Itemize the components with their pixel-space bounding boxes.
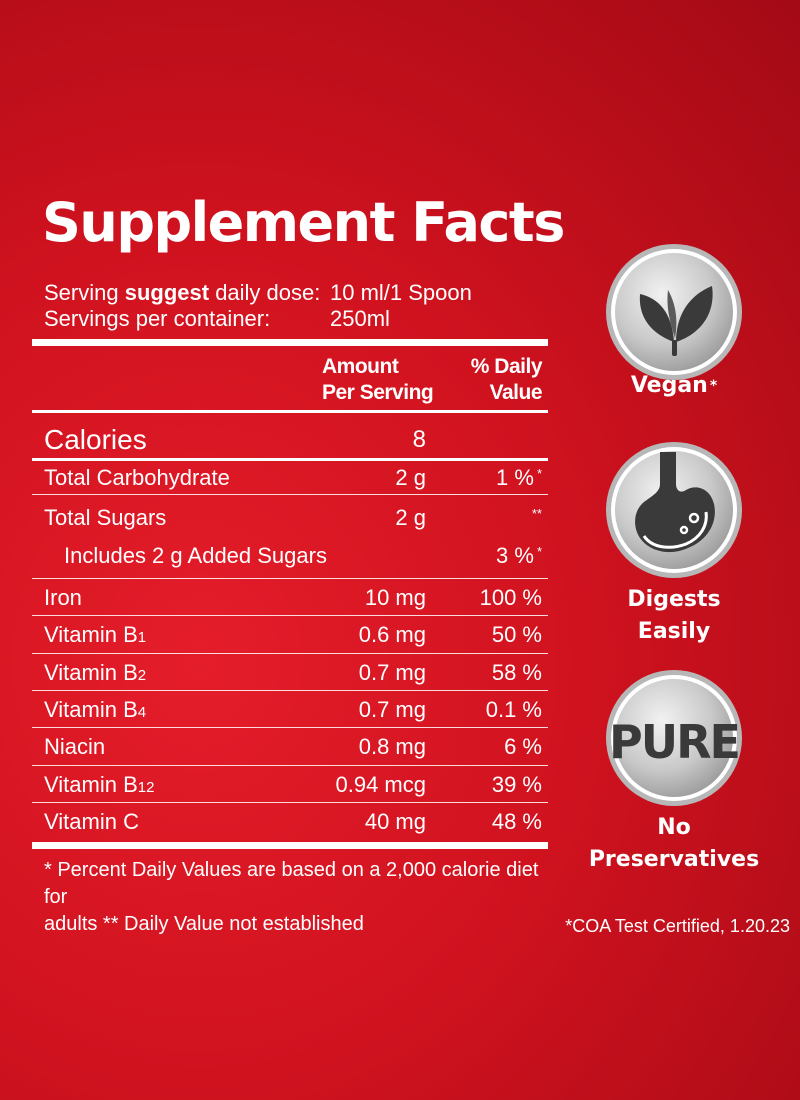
nutrient-amount: 0.7 mg [358, 697, 426, 722]
nutrient-amount: 0.8 mg [358, 734, 426, 759]
nutrient-name: Iron [44, 585, 82, 610]
nutrient-name: Includes 2 g Added Sugars [64, 543, 327, 568]
header-amount: Amount Per Serving [322, 355, 434, 404]
nutrient-name: Vitamin B1 [44, 622, 147, 647]
nutrient-row: Includes 2 g Added Sugars 3 % * [44, 538, 542, 574]
nutrient-daily-value: 48 % [491, 809, 542, 834]
nutrient-name: Vitamin C [44, 809, 139, 834]
digests-easily-label: Digests Easily [627, 587, 721, 644]
rule-bottom [32, 842, 548, 849]
row-divider [32, 653, 548, 654]
nutrient-row: Vitamin B2 0.7 mg 58 % [44, 655, 542, 691]
page-title: Supplement Facts [42, 191, 565, 254]
calories-row: Calories 8 [44, 420, 542, 460]
footnote: * Percent Daily Values are based on a 2,… [44, 859, 539, 935]
nutrient-row: Total Carbohydrate 2 g 1 % * [44, 460, 542, 496]
nutrient-daily-value: 6 % [504, 734, 542, 759]
servings-per-container-value: 250ml [330, 306, 390, 331]
nutrient-row: Vitamin B12 0.94 mcg 39 % [44, 767, 542, 803]
nutrient-row: Vitamin B1 0.6 mg 50 % [44, 617, 542, 653]
nutrient-row: Vitamin C 40 mg 48 % [44, 804, 542, 840]
digests-easily-badge [606, 442, 742, 578]
nutrient-amount: 10 mg [364, 585, 426, 610]
nutrient-name: Vitamin B2 [44, 660, 147, 685]
nutrient-daily-value: 50 % [491, 622, 542, 647]
nutrient-daily-value: 0.1 % [485, 697, 542, 722]
nutrient-amount: 2 g [395, 465, 426, 490]
nutrient-amount: 2 g [395, 505, 426, 530]
row-divider [32, 727, 548, 728]
row-divider [32, 765, 548, 766]
nutrient-row: Iron 10 mg 100 % [44, 580, 542, 616]
nutrient-amount: 0.7 mg [358, 660, 426, 685]
stomach-icon [635, 452, 715, 553]
nutrient-daily-value: 100 % [479, 585, 542, 610]
nutrient-amount: 0.6 mg [358, 622, 426, 647]
header-daily-value: % Daily Value [470, 355, 543, 404]
no-preservatives-label: No Preservatives [588, 815, 760, 872]
rule-top [32, 339, 548, 346]
nutrient-daily-value: 39 % [491, 772, 542, 797]
servings-per-container-label: Servings per container: [44, 306, 271, 331]
nutrient-daily-value: 58 % [491, 660, 542, 685]
nutrient-name: Total Sugars [44, 505, 167, 530]
nutrient-amount: 0.94 mcg [335, 772, 427, 797]
nutrient-daily-value: ** [531, 506, 542, 521]
pure-badge: PURE [606, 670, 742, 806]
calories-label: Calories [44, 424, 147, 455]
nutrient-name: Total Carbohydrate [44, 465, 230, 490]
nutrient-row: Vitamin B4 0.7 mg 0.1 % [44, 692, 542, 728]
nutrient-name: Vitamin B12 [44, 772, 155, 797]
row-divider [32, 690, 548, 691]
nutrient-daily-value: 3 % * [496, 543, 542, 568]
serving-dose-value: 10 ml/1 Spoon [330, 280, 472, 305]
rule-header [32, 410, 548, 413]
rule-calories [32, 458, 548, 461]
vegan-badge [606, 244, 742, 380]
calories-value: 8 [412, 426, 426, 453]
nutrient-daily-value: 1 % * [496, 465, 542, 490]
row-divider [32, 615, 548, 616]
row-divider [32, 578, 548, 579]
serving-dose-label: Serving suggest daily dose: [44, 280, 321, 305]
leaf-icon [639, 286, 713, 356]
nutrient-row: Total Sugars 2 g ** [44, 500, 542, 536]
vegan-label: Vegan * [630, 373, 718, 398]
nutrient-amount: 40 mg [364, 809, 426, 834]
nutrient-name: Vitamin B4 [44, 697, 147, 722]
row-divider [32, 494, 548, 495]
coa-note: *COA Test Certified, 1.20.23 [565, 916, 790, 936]
nutrient-row: Niacin 0.8 mg 6 % [44, 729, 542, 765]
nutrient-name: Niacin [44, 734, 106, 759]
row-divider [32, 802, 548, 803]
pure-icon: PURE [609, 715, 739, 769]
